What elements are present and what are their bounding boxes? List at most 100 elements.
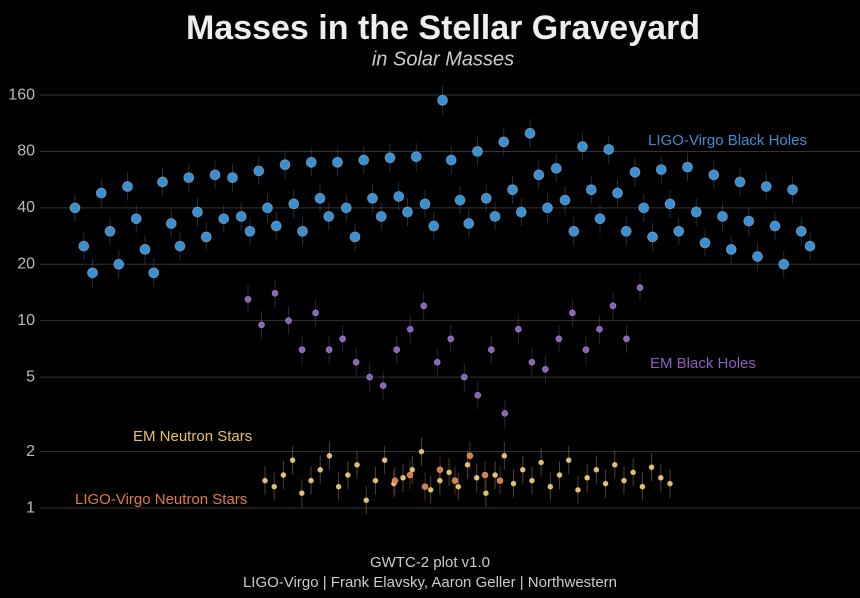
data-point <box>104 225 116 237</box>
data-point <box>262 202 273 214</box>
data-point <box>501 409 509 417</box>
data-point <box>524 127 536 139</box>
data-point <box>795 225 807 237</box>
grid <box>40 94 860 509</box>
data-point <box>314 192 326 204</box>
data-point <box>418 448 425 455</box>
data-point <box>547 483 554 490</box>
data-point <box>682 161 693 173</box>
data-point <box>420 302 428 310</box>
data-point <box>575 486 581 493</box>
data-point <box>778 258 790 270</box>
data-point <box>381 457 388 464</box>
data-point <box>492 472 499 478</box>
data-point <box>602 480 609 487</box>
data-point <box>630 469 637 476</box>
data-point <box>289 457 296 464</box>
data-point <box>596 325 603 333</box>
data-point <box>519 466 526 473</box>
y-tick-label: 1 <box>26 499 35 516</box>
data-point <box>298 346 306 354</box>
data-point <box>569 309 576 317</box>
data-point <box>629 166 641 178</box>
data-point <box>130 213 142 225</box>
data-point <box>391 477 399 485</box>
data-point <box>335 483 342 490</box>
data-point <box>621 477 627 484</box>
data-point <box>326 452 333 459</box>
data-point <box>78 240 90 252</box>
data-point <box>409 466 416 473</box>
data-point <box>528 358 536 366</box>
data-point <box>325 346 333 354</box>
legend-label: EM Neutron Stars <box>133 428 252 445</box>
data-point <box>584 474 591 481</box>
data-point <box>183 172 195 184</box>
data-point <box>428 220 440 232</box>
data-point <box>312 309 319 317</box>
data-point <box>555 335 563 343</box>
data-point <box>515 206 527 218</box>
data-point <box>279 159 291 171</box>
data-point <box>498 136 510 148</box>
data-point <box>375 211 387 222</box>
data-point <box>496 477 504 485</box>
data-point <box>258 321 265 329</box>
data-point <box>655 164 667 176</box>
y-tick-label: 5 <box>26 368 35 385</box>
chart-title: Masses in the Stellar Graveyard <box>186 9 700 47</box>
data-point <box>743 215 755 227</box>
data-point <box>379 382 387 390</box>
data-point <box>436 477 443 484</box>
y-tick-label: 160 <box>8 86 35 103</box>
data-point <box>227 172 238 184</box>
y-tick-label: 10 <box>17 312 35 329</box>
data-point <box>487 346 495 354</box>
data-point <box>192 206 203 218</box>
data-point <box>556 472 563 478</box>
data-point <box>433 358 441 366</box>
data-point <box>139 244 151 255</box>
data-point <box>308 477 314 484</box>
data-point <box>501 452 508 459</box>
data-point <box>406 471 414 479</box>
y-tick-label: 80 <box>17 143 35 160</box>
data-point <box>400 474 406 481</box>
legend-label: LIGO-Virgo Black Holes <box>648 132 807 149</box>
data-point <box>358 154 370 166</box>
data-point <box>636 284 644 292</box>
data-point <box>305 156 317 168</box>
data-point <box>460 373 468 381</box>
legend-label: LIGO-Virgo Neutron Stars <box>75 491 247 508</box>
data-point <box>550 162 562 174</box>
data-point <box>69 202 81 214</box>
data-point <box>402 206 413 218</box>
data-point <box>349 231 361 243</box>
data-point <box>577 141 588 152</box>
data-point <box>446 469 452 476</box>
data-point <box>372 477 379 484</box>
data-point <box>455 483 462 490</box>
data-point <box>113 258 125 270</box>
data-point <box>474 391 482 399</box>
data-point <box>673 225 685 237</box>
legend-label: EM Black Holes <box>650 355 756 372</box>
data-point <box>472 146 483 157</box>
data-point <box>565 457 572 464</box>
data-point <box>421 483 429 491</box>
data-point <box>384 152 396 164</box>
data-point <box>568 225 580 237</box>
data-point <box>734 176 746 188</box>
data-point <box>529 477 535 484</box>
data-point <box>623 335 630 343</box>
data-point <box>708 169 720 181</box>
y-tick-label: 2 <box>26 443 35 460</box>
data-point <box>725 244 737 255</box>
data-point <box>122 181 133 192</box>
data-point <box>657 474 664 481</box>
data-point <box>510 480 517 487</box>
data-point <box>280 472 287 478</box>
data-point <box>690 206 702 218</box>
